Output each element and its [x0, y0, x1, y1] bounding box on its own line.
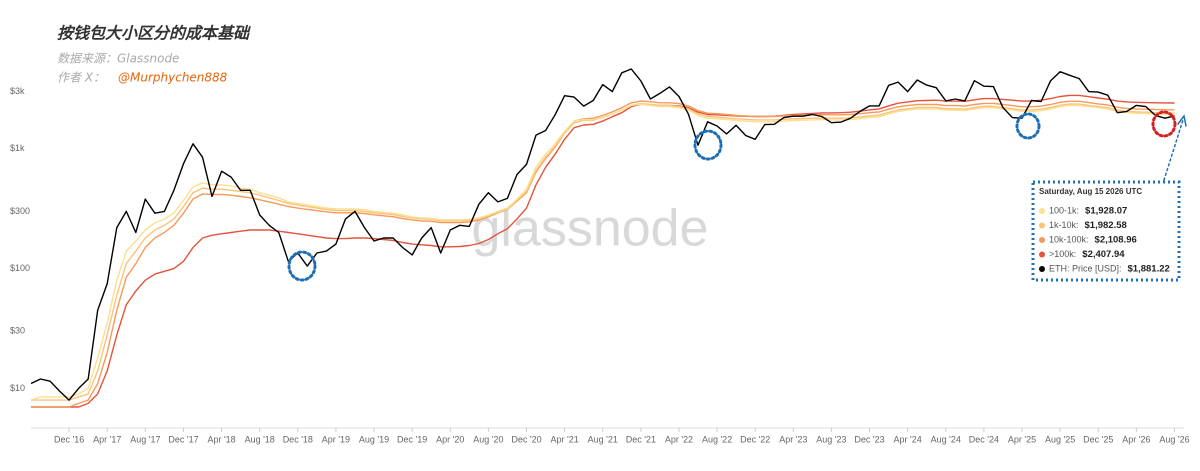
x-tick-label: Aug '25	[1045, 434, 1075, 444]
x-tick-label: Apr '25	[1008, 434, 1036, 444]
x-tick-label: Dec '25	[1083, 434, 1113, 444]
x-tick-label: Apr '20	[436, 434, 464, 444]
legend-name: 1k-10k:	[1049, 220, 1079, 230]
legend-dot	[1039, 208, 1045, 214]
x-tick-label: Dec '17	[168, 434, 198, 444]
legend-dot	[1039, 237, 1045, 243]
x-tick-label: Aug '24	[931, 434, 961, 444]
arrow-head	[1177, 114, 1187, 127]
x-tick-label: Aug '21	[588, 434, 618, 444]
plot: $10 $30 $100 $300 $1k $3k Dec '16 Apr '17 Aug '1…	[10, 68, 1190, 444]
x-tick-label: Aug '19	[359, 434, 389, 444]
x-tick-label: Dec '23	[854, 434, 884, 444]
x-tick-label: Apr '19	[322, 434, 350, 444]
legend-dot	[1039, 222, 1045, 229]
x-tick-label: Dec '24	[969, 434, 999, 444]
tooltip-title: Saturday, Aug 15 2026 UTC	[1039, 187, 1142, 196]
author-label: 作者 X：	[57, 71, 105, 85]
x-tick-label: Aug '23	[816, 434, 846, 444]
tooltip-box	[1031, 180, 1181, 282]
legend-value: $2,407.94	[1082, 249, 1125, 260]
x-tick-label: Dec '19	[397, 434, 427, 444]
highlight-circle	[287, 250, 317, 282]
legend-name: 100-1k:	[1049, 205, 1079, 215]
y-tick-label: $3k	[10, 86, 25, 96]
source: 数据来源：Glassnode	[57, 52, 179, 66]
legend-name: 10k-100k:	[1049, 234, 1089, 244]
x-tick-label: Apr '22	[665, 434, 693, 444]
legend-dot	[1039, 266, 1045, 272]
x-tick-label: Dec '16	[54, 434, 84, 444]
x-tick-label: Aug '17	[130, 434, 160, 444]
x-tick-label: Apr '24	[894, 434, 922, 444]
x-tick-label: Apr '18	[207, 434, 235, 444]
series-line	[31, 100, 1175, 408]
x-tick-label: Apr '21	[550, 434, 578, 444]
author-handle: @Murphychen888	[118, 71, 228, 85]
x-tick-label: Aug '22	[702, 434, 732, 444]
chart-title: 按钱包大小区分的成本基础	[57, 24, 251, 43]
x-tick-label: Dec '18	[283, 434, 313, 444]
highlight-circle	[1015, 112, 1041, 140]
series-line	[31, 94, 1175, 408]
legend-name: ETH: Price [USD]:	[1049, 263, 1122, 273]
highlight-circle	[693, 129, 723, 161]
x-tick-label: Apr '23	[779, 434, 807, 444]
legend-dot	[1039, 251, 1045, 258]
watermark: glassnode	[471, 200, 708, 258]
legend-value: $1,881.22	[1128, 264, 1170, 275]
annotations	[287, 110, 1187, 282]
series-line	[30, 68, 1175, 401]
y-tick-label: $1k	[10, 143, 25, 153]
y-tick-label: $30	[10, 326, 25, 336]
y-tick-label: $100	[10, 263, 30, 273]
x-tick-label: Dec '20	[511, 434, 541, 444]
arrow	[1163, 119, 1184, 181]
legend-name: >100k:	[1049, 249, 1076, 259]
y-tick-label: $10	[10, 383, 25, 393]
highlight-circle	[1151, 110, 1177, 138]
tooltip: Saturday, Aug 15 2026 UTC 100-1k: $1,928.…	[1031, 180, 1181, 282]
x-tick-label: Dec '22	[740, 434, 770, 444]
x-tick-label: Aug '20	[473, 434, 503, 444]
x-tick-label: Apr '26	[1122, 434, 1150, 444]
x-tick-label: Aug '18	[245, 434, 275, 444]
legend-value: $1,928.07	[1085, 206, 1127, 217]
legend-value: $1,982.58	[1085, 220, 1127, 231]
series-line	[30, 103, 1175, 401]
x-tick-label: Aug '26	[1159, 434, 1189, 444]
y-tick-label: $300	[10, 206, 30, 216]
legend-value: $2,108.96	[1095, 235, 1137, 246]
x-tick-label: Dec '21	[626, 434, 656, 444]
x-tick-label: Apr '17	[93, 434, 121, 444]
